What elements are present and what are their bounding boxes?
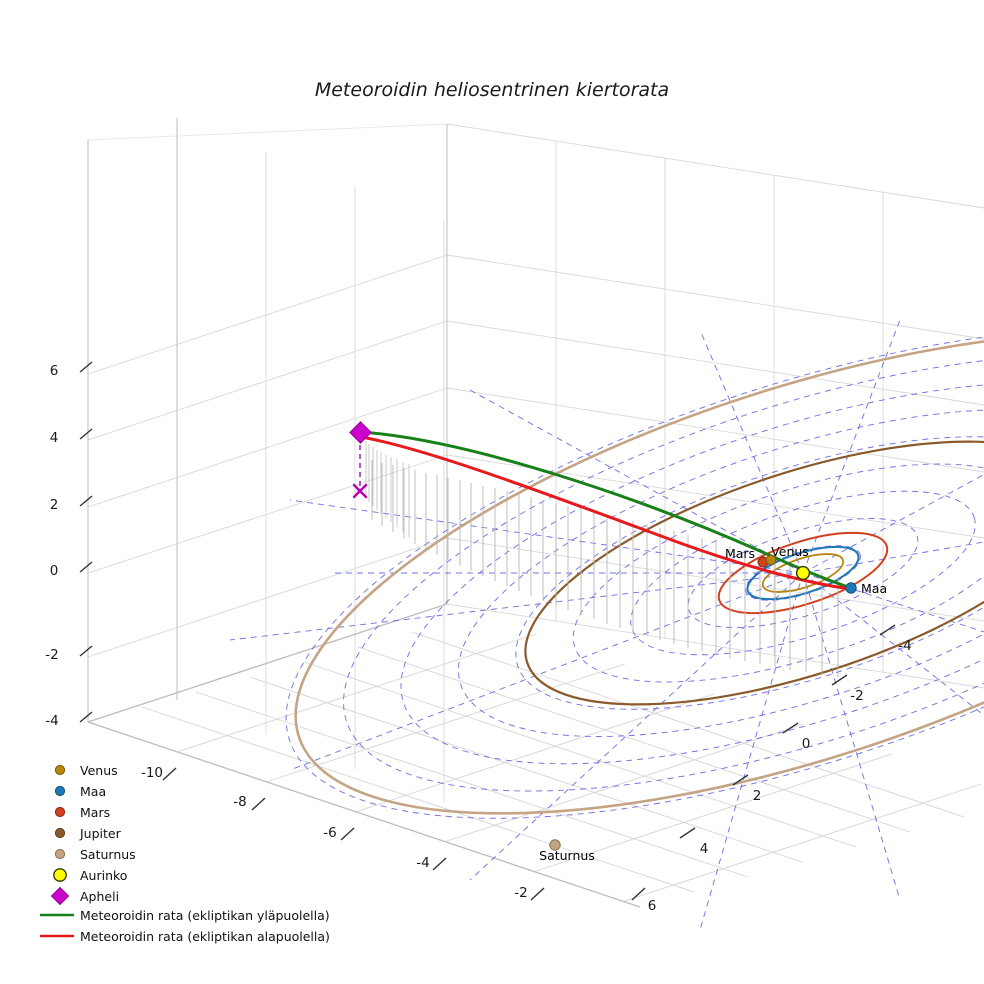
aphelion-marker — [349, 421, 372, 444]
legend-label: Jupiter — [79, 826, 122, 841]
annotation-label: Mars — [725, 546, 755, 561]
legend-label: Venus — [80, 763, 118, 778]
trajectory-stems — [371, 460, 839, 677]
x-tick-label: 6 — [648, 898, 657, 914]
legend-item-jupiter[interactable]: Jupiter — [54, 826, 122, 841]
venus-marker-icon — [54, 764, 66, 776]
aphelion-projection-x-icon — [352, 483, 368, 499]
annotation-label: Saturnus — [539, 848, 595, 863]
z-tick-label: 6 — [50, 363, 59, 379]
x-tick-label: -8 — [233, 794, 246, 810]
z-tick-label: -4 — [45, 713, 58, 729]
aphelion-stems — [365, 441, 410, 537]
annotation-label: Maa — [861, 581, 887, 596]
jupiter-marker-icon — [54, 827, 66, 839]
x-tick-label: -6 — [323, 825, 336, 841]
floor-boundary — [87, 603, 641, 908]
y-tick-label: 0 — [802, 736, 811, 752]
apheli-diamond-icon — [50, 886, 70, 906]
legend-item-apheli[interactable]: Apheli — [50, 886, 120, 906]
saturnus-marker — [549, 839, 561, 851]
floor-grid — [87, 603, 982, 908]
z-tick-label: 0 — [50, 563, 59, 579]
z-tick-label: 4 — [50, 430, 59, 446]
z-tick-label: 2 — [50, 497, 59, 513]
legend-label: Meteoroidin rata (ekliptikan alapuolella… — [80, 929, 330, 944]
legend-item-venus[interactable]: Venus — [54, 763, 118, 778]
y-tick-label: 2 — [753, 788, 762, 804]
x-tick-labels: -10 -8 -6 -4 -2 6 — [141, 765, 656, 914]
orbit-jupiter — [524, 440, 984, 706]
trajectory-above-ecliptic — [359, 430, 853, 590]
legend-item-aurinko[interactable]: Aurinko — [53, 868, 128, 883]
page-title: Meteoroidin heliosentrinen kiertorata — [315, 79, 669, 101]
venus-marker — [765, 554, 777, 566]
legend-label: Maa — [80, 784, 106, 799]
legend-item-trajectory-below[interactable]: Meteoroidin rata (ekliptikan alapuolella… — [40, 929, 330, 944]
aurinko-marker — [795, 565, 811, 581]
legend-label: Aurinko — [80, 868, 127, 883]
z-axis-ticks — [79, 361, 93, 723]
legend: Venus Maa Mars Jupiter Saturnus — [40, 763, 330, 944]
orbit-mars — [717, 531, 889, 615]
x-tick-label: -2 — [514, 885, 527, 901]
y-axis-ticks — [679, 624, 896, 839]
z-tick-labels: 6 4 2 0 -2 -4 — [45, 363, 58, 729]
y-tick-labels: -4 -2 0 2 4 — [700, 638, 912, 857]
legend-label: Mars — [80, 805, 110, 820]
mars-marker-icon — [54, 806, 66, 818]
x-axis-ticks — [162, 767, 646, 901]
saturnus-marker-icon — [54, 848, 66, 860]
axes-box-edges — [87, 118, 448, 722]
maa-marker — [845, 582, 857, 594]
x-tick-label: -10 — [141, 765, 163, 781]
legend-label: Saturnus — [80, 847, 136, 862]
legend-item-saturnus[interactable]: Saturnus — [54, 847, 136, 862]
y-tick-label: -2 — [850, 688, 863, 704]
legend-item-mars[interactable]: Mars — [54, 805, 110, 820]
trajectory-below-ecliptic — [359, 435, 853, 591]
orbit-venus — [761, 553, 845, 593]
y-tick-label: 4 — [700, 841, 709, 857]
x-tick-label: -4 — [416, 855, 429, 871]
annotation-label: Venus — [771, 544, 809, 559]
y-tick-label: -4 — [898, 638, 911, 654]
legend-item-trajectory-above[interactable]: Meteoroidin rata (ekliptikan yläpuolella… — [40, 908, 330, 923]
axes-pane-grid — [87, 118, 448, 803]
orbit-saturnus — [294, 331, 984, 815]
legend-label: Apheli — [80, 889, 119, 904]
z-tick-label: -2 — [45, 647, 58, 663]
aurinko-marker-icon — [53, 868, 67, 882]
legend-label: Meteoroidin rata (ekliptikan yläpuolella… — [80, 908, 330, 923]
orbit-maa — [746, 545, 860, 601]
maa-marker-icon — [54, 785, 66, 797]
legend-item-maa[interactable]: Maa — [54, 784, 106, 799]
